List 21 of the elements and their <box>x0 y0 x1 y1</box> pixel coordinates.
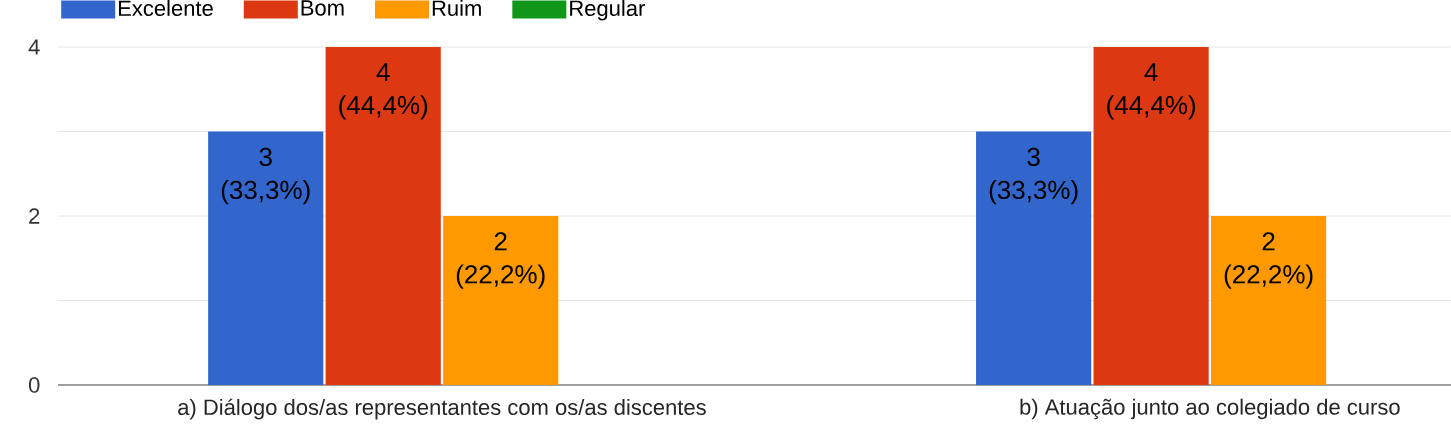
data-label: 2 (22,2%) <box>456 232 545 289</box>
data-label: 4 (44,4%) <box>339 63 428 120</box>
legend-label: Bom <box>301 0 344 16</box>
legend-label: Ruim <box>432 0 481 17</box>
y-tick-label: 2 <box>29 208 40 224</box>
bar <box>1093 47 1209 385</box>
bar <box>1211 216 1327 385</box>
bar <box>976 131 1092 385</box>
data-label: 2 (22,2%) <box>1224 232 1313 289</box>
data-label: 3 (33,3%) <box>989 147 1078 205</box>
y-tick-label: 0 <box>28 377 40 393</box>
legend-label: Regular <box>570 0 645 21</box>
x-tick-label: b) Atuação junto ao colegiado de curso <box>1020 398 1400 420</box>
legend-label: Excelente <box>118 0 213 17</box>
bar <box>325 47 441 385</box>
y-tick-label: 4 <box>28 39 40 55</box>
bar <box>443 216 559 385</box>
data-label: 3 (33,3%) <box>221 147 310 205</box>
x-tick-label: a) Diálogo dos/as representantes com os/as discentes <box>178 398 706 420</box>
data-label: 4 (44,4%) <box>1107 63 1196 120</box>
bar <box>208 131 324 385</box>
